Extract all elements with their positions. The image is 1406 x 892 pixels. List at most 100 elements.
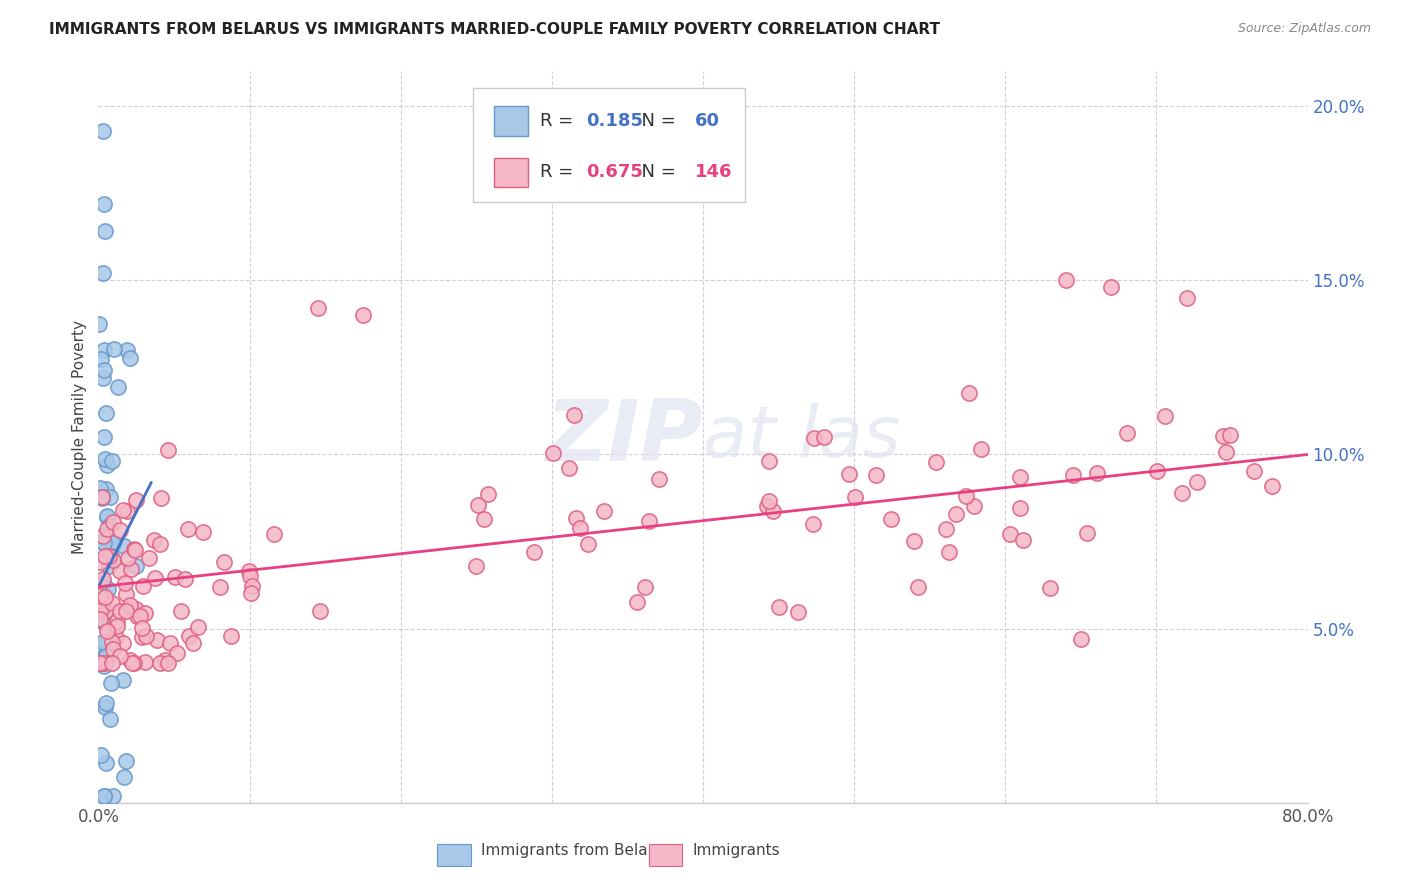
Point bbox=[108, 649, 131, 664]
Point bbox=[564, 511, 586, 525]
Point bbox=[89, 612, 111, 626]
Point bbox=[93, 363, 115, 377]
Point bbox=[1076, 525, 1098, 540]
Point bbox=[1170, 485, 1192, 500]
Point bbox=[543, 446, 565, 460]
Point bbox=[122, 657, 145, 671]
Point bbox=[93, 590, 115, 604]
Point bbox=[762, 504, 785, 518]
Point bbox=[94, 700, 117, 714]
Point bbox=[91, 490, 114, 504]
Point bbox=[568, 521, 591, 535]
Point bbox=[89, 747, 111, 762]
Point bbox=[945, 507, 967, 521]
Point bbox=[93, 789, 115, 803]
Point bbox=[1039, 581, 1062, 595]
Point bbox=[98, 712, 121, 726]
Text: R =: R = bbox=[540, 112, 579, 130]
Point bbox=[105, 619, 128, 633]
FancyBboxPatch shape bbox=[494, 106, 527, 136]
Point bbox=[157, 442, 180, 457]
Point bbox=[169, 604, 191, 618]
Point bbox=[176, 522, 198, 536]
Point bbox=[756, 499, 779, 513]
Text: 60: 60 bbox=[695, 112, 720, 130]
Point bbox=[193, 525, 215, 540]
Text: IMMIGRANTS FROM BELARUS VS IMMIGRANTS MARRIED-COUPLE FAMILY POVERTY CORRELATION : IMMIGRANTS FROM BELARUS VS IMMIGRANTS MA… bbox=[49, 22, 941, 37]
Point bbox=[118, 598, 141, 612]
Text: 146: 146 bbox=[695, 163, 733, 181]
Point bbox=[118, 653, 141, 667]
Text: 0.675: 0.675 bbox=[586, 163, 643, 181]
Point bbox=[159, 636, 181, 650]
Text: N =: N = bbox=[630, 163, 682, 181]
Point bbox=[149, 491, 172, 505]
Point bbox=[970, 442, 993, 457]
FancyBboxPatch shape bbox=[494, 158, 527, 187]
Point bbox=[633, 580, 655, 594]
Point bbox=[786, 605, 808, 619]
Point bbox=[157, 657, 180, 671]
Point bbox=[309, 604, 332, 618]
Text: ZIP: ZIP bbox=[546, 395, 703, 479]
Point bbox=[626, 595, 648, 609]
Point bbox=[523, 545, 546, 559]
Point bbox=[1243, 464, 1265, 478]
Point bbox=[96, 624, 118, 638]
Point bbox=[96, 508, 118, 523]
Point bbox=[96, 649, 118, 664]
Point bbox=[153, 653, 176, 667]
Point bbox=[352, 308, 374, 322]
Point bbox=[93, 529, 115, 543]
Point bbox=[214, 556, 236, 570]
Point bbox=[562, 408, 585, 422]
Point bbox=[98, 549, 121, 563]
Point bbox=[103, 641, 125, 656]
Point bbox=[1070, 632, 1092, 646]
Point bbox=[108, 604, 131, 618]
Point bbox=[127, 608, 149, 623]
Point bbox=[143, 571, 166, 585]
Point bbox=[143, 533, 166, 547]
Point bbox=[132, 578, 155, 592]
Point bbox=[880, 512, 903, 526]
Point bbox=[96, 636, 118, 650]
Point bbox=[91, 615, 114, 629]
Point bbox=[925, 455, 948, 469]
Point bbox=[239, 586, 262, 600]
Point bbox=[998, 526, 1021, 541]
Point bbox=[90, 602, 112, 616]
Point bbox=[114, 754, 136, 768]
Point bbox=[110, 564, 132, 578]
Point bbox=[844, 490, 866, 504]
Point bbox=[111, 503, 134, 517]
Point bbox=[100, 549, 122, 563]
Point bbox=[90, 653, 112, 667]
Point bbox=[94, 452, 117, 467]
Point bbox=[104, 630, 127, 644]
Point bbox=[138, 551, 160, 566]
Point bbox=[131, 621, 153, 635]
Point bbox=[465, 559, 488, 574]
Point bbox=[1146, 464, 1168, 478]
Point bbox=[101, 453, 124, 467]
Point bbox=[149, 657, 172, 671]
Point bbox=[93, 659, 115, 673]
Point bbox=[90, 657, 112, 671]
Point bbox=[114, 587, 136, 601]
Point bbox=[96, 633, 118, 648]
Point bbox=[94, 224, 117, 238]
Point bbox=[94, 406, 117, 420]
Point bbox=[149, 537, 172, 551]
Point bbox=[91, 123, 114, 137]
Point bbox=[208, 580, 231, 594]
Text: Immigrants from Belarus: Immigrants from Belarus bbox=[481, 843, 671, 858]
Point bbox=[105, 615, 128, 629]
Point bbox=[957, 385, 980, 400]
Point bbox=[1115, 425, 1137, 440]
FancyBboxPatch shape bbox=[474, 88, 745, 202]
Point bbox=[94, 756, 117, 770]
Point bbox=[91, 612, 114, 626]
Point bbox=[1085, 466, 1108, 480]
Point bbox=[173, 572, 195, 586]
